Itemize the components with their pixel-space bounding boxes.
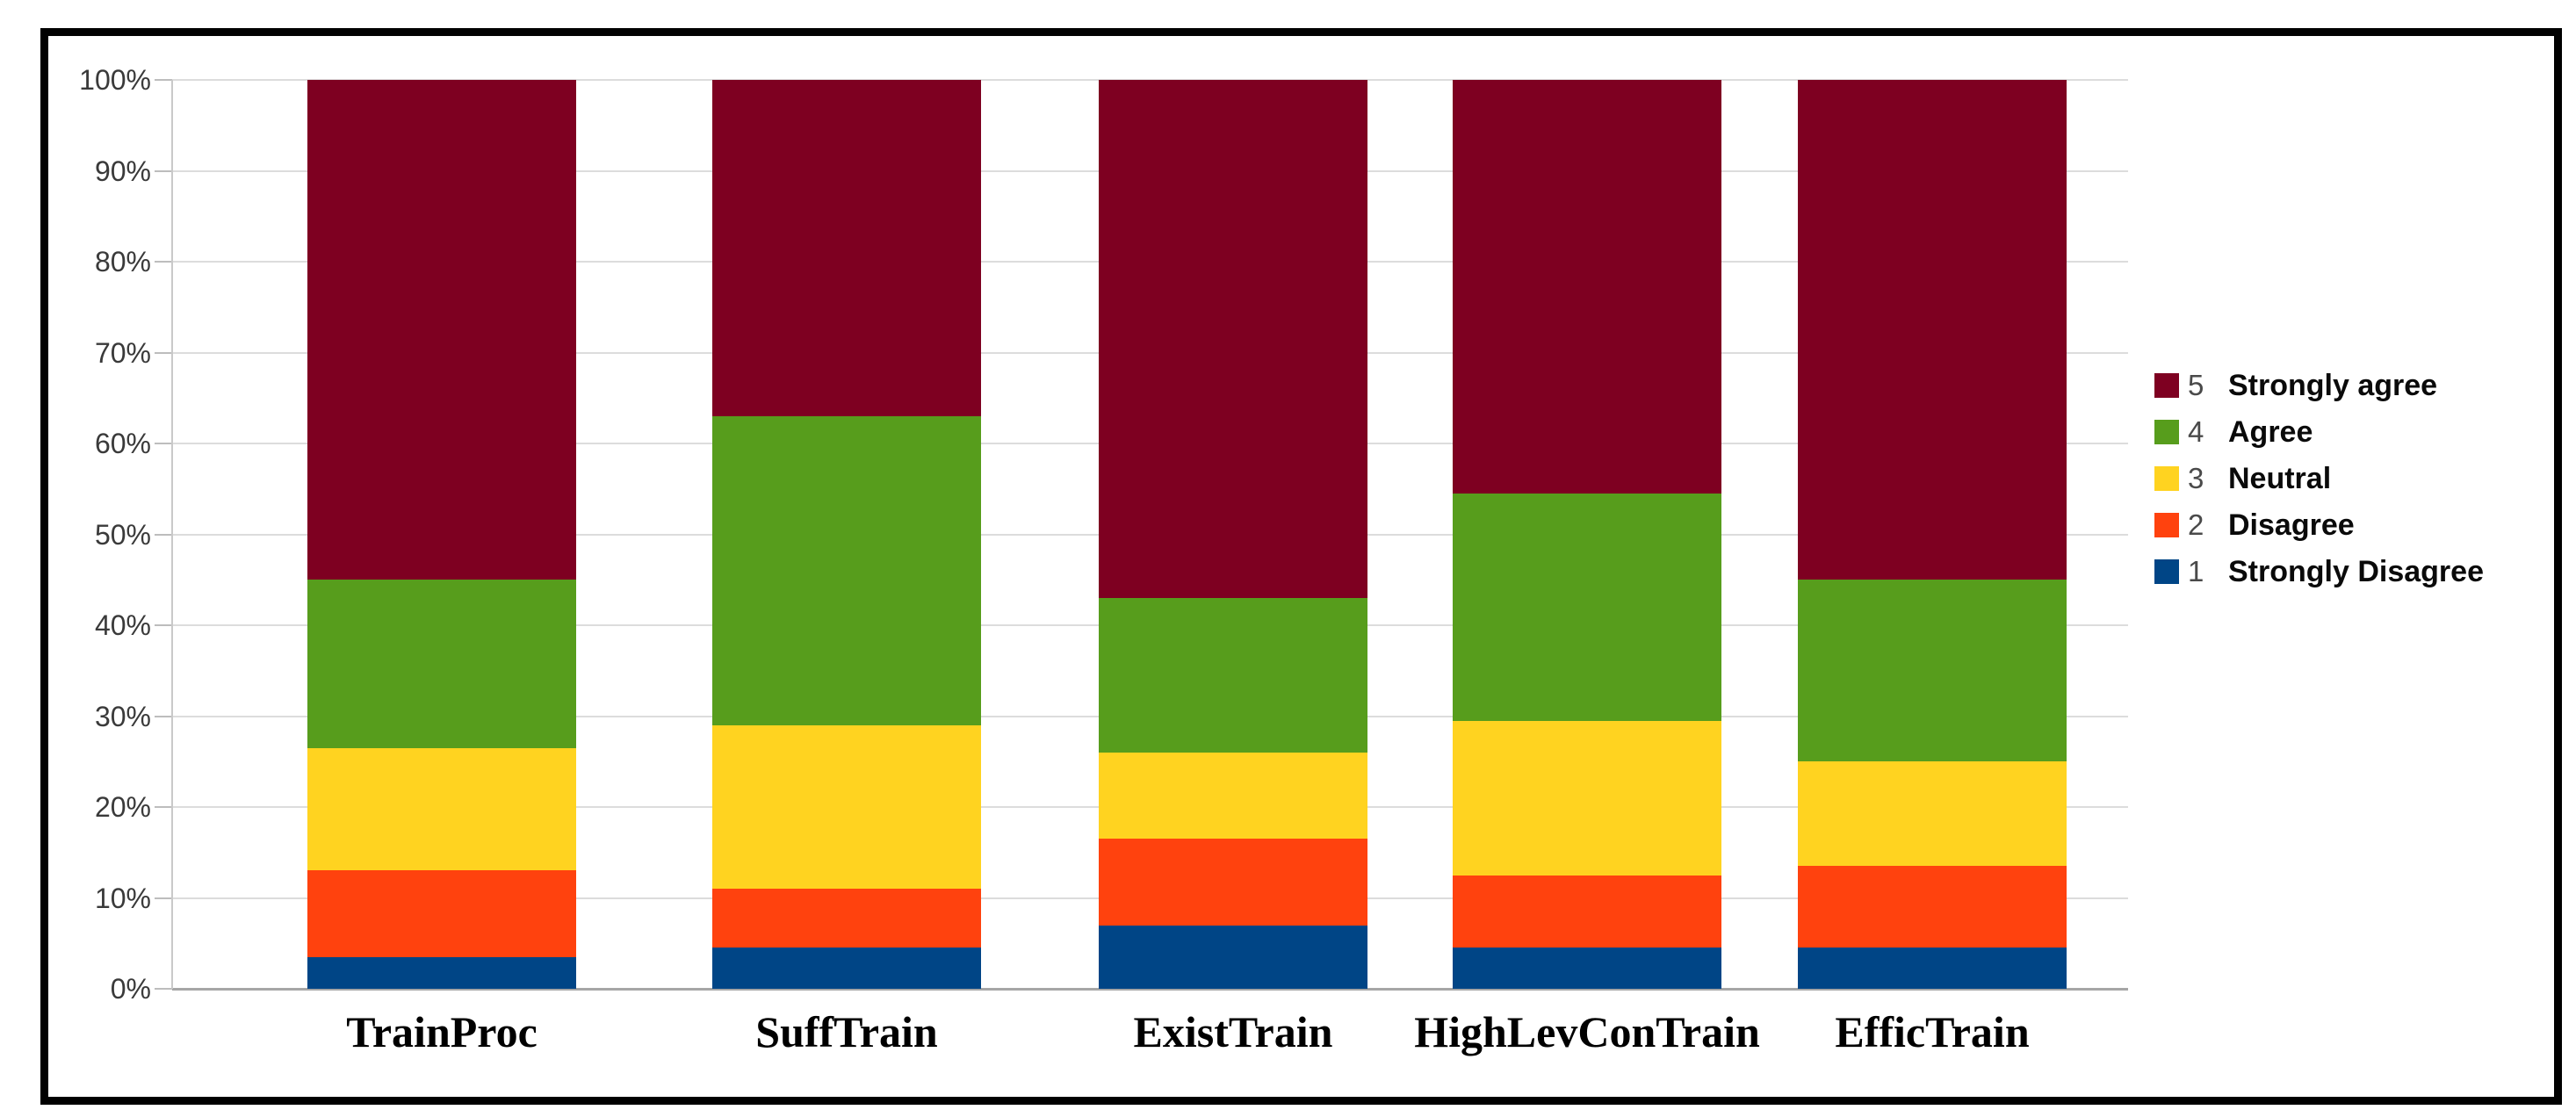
y-tick-20 (155, 806, 172, 808)
bar-segment-TrainProc-1 (307, 956, 576, 989)
y-tick-70 (155, 351, 172, 354)
bar-segment-SuffTrain-4 (712, 415, 981, 725)
y-axis-line (171, 80, 173, 989)
x-axis-baseline (172, 988, 2128, 991)
y-tick-90 (155, 169, 172, 172)
category-label-SuffTrain: SuffTrain (755, 1007, 938, 1056)
legend-swatch-5 (2154, 373, 2179, 398)
category-label-TrainProc: TrainProc (346, 1007, 538, 1056)
bar-segment-TrainProc-3 (307, 747, 576, 871)
legend-row-3: 3 Neutral (2154, 459, 2331, 498)
bar-segment-EfficTrain-4 (1798, 580, 2067, 762)
category-label-HighLevConTrain: HighLevConTrain (1414, 1007, 1760, 1056)
legend-number: 1 (2188, 555, 2204, 587)
y-tick-40 (155, 624, 172, 626)
y-tick-80 (155, 261, 172, 263)
bar-segment-TrainProc-2 (307, 870, 576, 957)
y-tick-label-40: 40% (94, 609, 151, 641)
bar-segment-HighLevConTrain-2 (1453, 875, 1721, 948)
bar-segment-SuffTrain-2 (712, 889, 981, 948)
y-tick-label-90: 90% (94, 155, 151, 187)
legend-swatch-4 (2154, 420, 2179, 444)
legend-number: 5 (2188, 369, 2204, 401)
y-tick-0 (155, 988, 172, 990)
y-tick-10 (155, 897, 172, 899)
legend-label: Strongly Disagree (2228, 554, 2484, 588)
y-tick-label-80: 80% (94, 246, 151, 277)
legend-row-5: 5 Strongly agree (2154, 366, 2437, 405)
bar-segment-ExistTrain-1 (1099, 925, 1367, 989)
y-tick-label-70: 70% (94, 336, 151, 369)
y-tick-50 (155, 533, 172, 536)
bar-segment-TrainProc-5 (307, 80, 576, 580)
bar-segment-HighLevConTrain-1 (1453, 948, 1721, 989)
bar-segment-ExistTrain-4 (1099, 597, 1367, 753)
bar-segment-EfficTrain-1 (1798, 948, 2067, 989)
legend-swatch-2 (2154, 513, 2179, 537)
bar-segment-SuffTrain-3 (712, 724, 981, 890)
bar-segment-HighLevConTrain-5 (1453, 80, 1721, 494)
legend-label: Agree (2228, 414, 2313, 449)
y-tick-label-50: 50% (94, 518, 151, 551)
bar-segment-EfficTrain-5 (1798, 80, 2067, 580)
y-tick-label-10: 10% (94, 882, 151, 914)
y-tick-label-20: 20% (94, 791, 151, 823)
bar-segment-ExistTrain-5 (1099, 80, 1367, 598)
y-tick-label-60: 60% (94, 428, 151, 459)
bar-segment-TrainProc-4 (307, 580, 576, 748)
bar-segment-ExistTrain-2 (1099, 839, 1367, 926)
bar-segment-HighLevConTrain-3 (1453, 720, 1721, 876)
bar-segment-ExistTrain-3 (1099, 752, 1367, 840)
legend-label: Neutral (2228, 461, 2332, 495)
y-tick-label-30: 30% (94, 700, 151, 732)
legend-swatch-1 (2154, 559, 2179, 584)
bar-segment-EfficTrain-3 (1798, 761, 2067, 867)
bar-segment-SuffTrain-1 (712, 948, 981, 989)
category-label-ExistTrain: ExistTrain (1133, 1007, 1333, 1056)
bar-segment-EfficTrain-2 (1798, 866, 2067, 948)
y-tick-100 (155, 79, 172, 81)
legend-label: Disagree (2228, 508, 2355, 542)
legend-swatch-3 (2154, 466, 2179, 491)
legend-label: Strongly agree (2228, 368, 2438, 402)
y-tick-30 (155, 715, 172, 717)
legend-number: 4 (2188, 415, 2204, 448)
legend-number: 3 (2188, 462, 2204, 494)
y-tick-label-100: 100% (79, 64, 151, 96)
legend-row-1: 1 Strongly Disagree (2154, 552, 2484, 591)
bar-segment-HighLevConTrain-4 (1453, 493, 1721, 721)
bar-segment-SuffTrain-5 (712, 80, 981, 416)
category-label-EfficTrain: EfficTrain (1835, 1007, 2030, 1056)
legend-row-4: 4 Agree (2154, 413, 2313, 451)
y-tick-label-0: 0% (110, 973, 151, 1005)
y-tick-60 (155, 443, 172, 444)
legend-number: 2 (2188, 508, 2204, 541)
legend-row-2: 2 Disagree (2154, 506, 2355, 544)
